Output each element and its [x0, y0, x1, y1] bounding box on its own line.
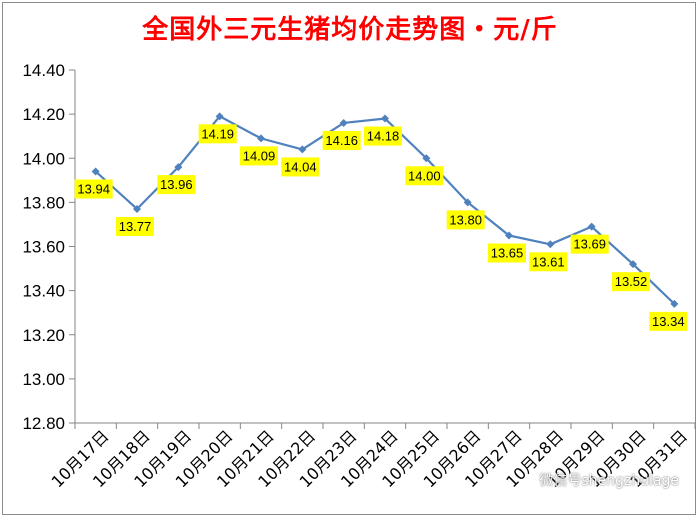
data-label-box: [529, 252, 568, 272]
data-point: [298, 145, 307, 154]
y-tick-label: 14.40: [22, 61, 65, 80]
data-label: 13.34: [652, 314, 685, 329]
data-point: [381, 114, 389, 123]
data-label-box: [198, 124, 237, 144]
data-point: [174, 163, 183, 172]
data-point: [546, 240, 555, 249]
y-tick-label: 12.80: [22, 414, 65, 433]
data-label-box: [446, 210, 485, 230]
data-point: [505, 231, 513, 240]
y-tick-label: 14.00: [22, 149, 65, 168]
y-tick-label: 13.80: [22, 193, 65, 212]
data-label: 13.96: [160, 177, 193, 192]
data-label: 13.80: [449, 212, 482, 227]
data-label: 13.69: [573, 237, 606, 252]
watermark: 微信号shengzhulage: [539, 473, 679, 489]
data-label: 13.65: [491, 245, 524, 260]
line-chart: 12.80 13.00 13.20 13.40 13.60 13.80 14.00 14.20…: [22, 61, 696, 491]
y-tick-label: 13.60: [22, 238, 65, 257]
data-point: [215, 112, 224, 121]
data-point: [91, 167, 100, 176]
y-tick-label: 13.20: [22, 326, 65, 345]
data-label-box: [405, 166, 444, 186]
data-label-box: [116, 216, 154, 236]
data-label: 14.19: [201, 126, 234, 141]
data-label: 14.00: [408, 168, 441, 183]
data-point: [587, 222, 596, 231]
data-point: [133, 204, 141, 213]
y-tick-label: 14.20: [22, 105, 65, 124]
data-label-box: [74, 179, 113, 199]
chart-title: 全国外三元生猪均价走势图・元/斤: [142, 15, 558, 45]
data-point: [257, 134, 265, 143]
data-point: [339, 118, 348, 127]
data-label: 13.61: [532, 254, 565, 269]
data-label-box: [364, 126, 402, 146]
data-label: 14.09: [243, 148, 276, 163]
data-label: 13.94: [77, 181, 110, 196]
data-label-box: [281, 157, 320, 177]
data-label: 14.18: [367, 129, 400, 144]
chart-frame: 全国外三元生猪均价走势图・元/斤 12.80 13.00 13.20 13.40 13.…: [2, 2, 696, 515]
y-tick-label: 13.40: [22, 282, 65, 301]
data-label: 14.16: [325, 133, 358, 148]
data-label-box: [240, 146, 278, 166]
data-label-box: [322, 130, 361, 150]
data-point: [463, 198, 472, 207]
y-tick-label: 13.00: [22, 370, 65, 389]
data-label-box: [570, 234, 609, 254]
data-point: [422, 154, 431, 163]
data-point: [670, 299, 679, 308]
data-label-box: [488, 243, 526, 263]
data-label-box: [612, 272, 650, 292]
data-label: 14.04: [284, 159, 317, 174]
data-point: [629, 260, 637, 269]
data-label-box: [157, 175, 196, 195]
data-label: 13.77: [119, 219, 152, 234]
data-label-box: [649, 311, 688, 331]
data-label: 13.52: [615, 274, 648, 289]
